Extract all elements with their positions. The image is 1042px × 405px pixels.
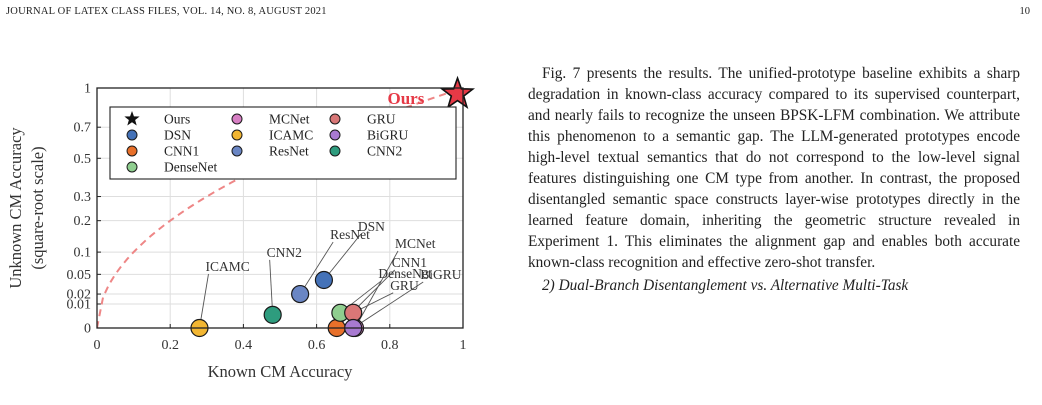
label-dsn: DSN (358, 219, 385, 234)
legend-marker-cnn2 (329, 145, 341, 157)
x-tick-label: 1 (460, 338, 467, 353)
legend-marker-dsn (126, 129, 138, 141)
legend-marker-icamc (231, 129, 243, 141)
y-tick-label: 0.2 (74, 214, 92, 229)
x-tick-label: 0.4 (235, 338, 253, 353)
label-densenet: DenseNet (378, 266, 431, 281)
legend-label-ours: Ours (164, 112, 190, 127)
legend-label-cnn2: CNN2 (367, 144, 402, 159)
leader-resnet (299, 241, 334, 295)
point-ours-star (440, 75, 476, 109)
legend-marker-gru (329, 113, 341, 125)
x-tick-label: 0 (94, 338, 101, 353)
point-resnet (291, 284, 310, 304)
label-cnn2: CNN2 (267, 245, 302, 260)
y-tick-label: 0.1 (74, 246, 92, 261)
y-tick-label: 0.01 (67, 298, 92, 313)
label-icamc: ICAMC (205, 259, 249, 274)
legend-label-resnet: ResNet (269, 144, 309, 159)
y-tick-label: 1 (84, 82, 91, 97)
legend-marker-ours (124, 111, 140, 126)
label-bigru: BiGRU (420, 267, 462, 282)
legend-label-densenet: DenseNet (164, 160, 217, 175)
leader-bigru (352, 281, 424, 329)
legend-label-dsn: DSN (164, 128, 191, 143)
y-tick-label: 0.02 (67, 288, 92, 303)
subsection-heading: 2) Dual-Branch Disentanglement vs. Alter… (528, 275, 1020, 296)
subsection-title: 2) Dual-Branch Disentanglement vs. Alter… (542, 277, 909, 295)
point-dsn (314, 270, 334, 290)
axis-ticks: 0 0.2 0.4 0.6 0.8 1 0 0.010.02 0.05 0.1 0.2 0.3 0.5 0… (67, 82, 467, 354)
leader-mcnet (354, 250, 399, 329)
x-tick-label: 0.8 (381, 338, 399, 353)
y-axis-label: Unknown CM Accuracy (6, 127, 25, 289)
leader-cnn2 (269, 259, 274, 315)
legend-label-gru: GRU (367, 112, 396, 127)
label-ours: Ours (388, 89, 425, 108)
leader-icamc (199, 273, 209, 329)
point-gru (344, 303, 363, 322)
plot-frame (96, 87, 464, 329)
y-tick-label: 0 (84, 322, 91, 337)
legend-label-icamc: ICAMC (269, 128, 313, 143)
body-text-column: Fig. 7 presents the results. The unified… (528, 63, 1020, 297)
legend-marker-cnn1 (126, 145, 138, 157)
page-number: 10 (1019, 6, 1031, 17)
y-tick-label: 0.5 (74, 152, 92, 167)
legend-box (109, 106, 457, 180)
x-tick-label: 0.6 (308, 338, 326, 353)
label-gru: GRU (390, 278, 419, 293)
label-cnn1: CNN1 (392, 255, 427, 270)
legend-marker-resnet (231, 145, 243, 157)
running-header: JOURNAL OF LATEX CLASS FILES, VOL. 14, N… (6, 6, 327, 17)
point-labels: OursDSNCNN1CNN2MCNetICAMCResNetDenseNetG… (205, 89, 461, 293)
x-tick-label: 0.2 (161, 338, 179, 353)
accuracy-scatter-chart: 0 0.2 0.4 0.6 0.8 1 0 0.010.02 0.05 0.1 0.2 0.3 0.5 0… (6, 75, 476, 381)
point-cnn2 (263, 305, 282, 324)
legend-label-mcnet: MCNet (269, 112, 310, 127)
y-tick-label: 0.3 (74, 190, 92, 205)
data-points (190, 75, 476, 338)
label-mcnet: MCNet (395, 236, 436, 251)
y-tick-label: 0.05 (67, 268, 92, 283)
legend-label-cnn1: CNN1 (164, 144, 199, 159)
legend-label-bigru: BiGRU (367, 128, 409, 143)
legend: Ours MCNet GRU DSN ICAMC BiGRU CNN1 ResNet CNN2 D… (109, 106, 457, 180)
leader-dsn (323, 233, 362, 281)
results-paragraph: Fig. 7 presents the results. The unified… (528, 65, 1020, 272)
legend-marker-densenet (126, 161, 138, 173)
y-tick-label: 0.7 (74, 121, 92, 136)
legend-marker-bigru (329, 129, 341, 141)
label-resnet: ResNet (330, 227, 370, 242)
x-axis-label: Known CM Accuracy (208, 362, 354, 381)
y-axis-sublabel: (square-root scale) (28, 146, 47, 269)
legend-marker-mcnet (231, 113, 243, 125)
